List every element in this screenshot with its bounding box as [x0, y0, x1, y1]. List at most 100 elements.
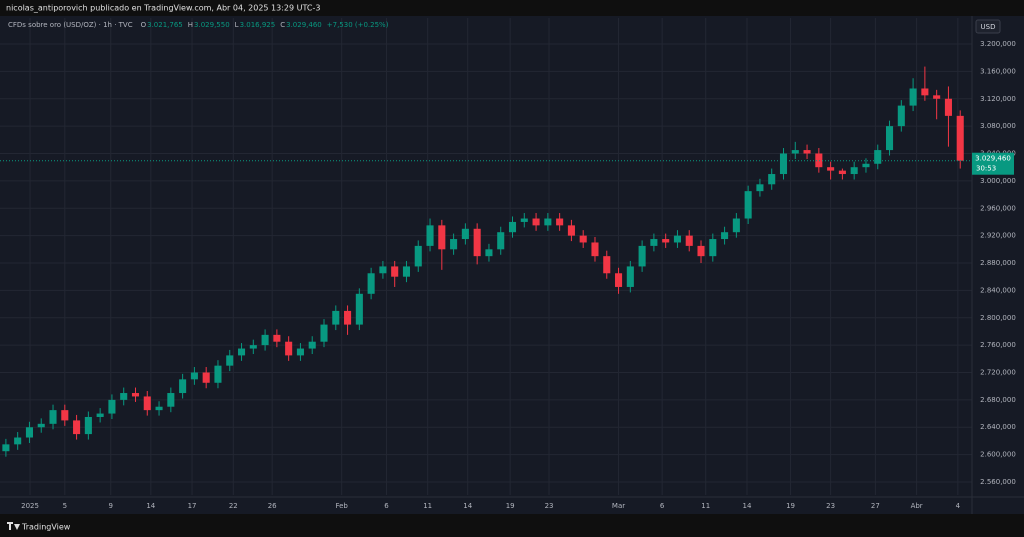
candle-body: [344, 310, 352, 325]
countdown: 30:53: [976, 165, 996, 173]
legend-value: 3.016,925: [240, 21, 276, 29]
y-tick-label: 2.840,000: [980, 286, 1016, 294]
x-tick-label: 19: [506, 502, 515, 510]
candle-body: [226, 355, 234, 366]
y-tick-label: 2.560,000: [980, 478, 1016, 486]
candle-body: [662, 239, 670, 243]
candle-body: [532, 218, 540, 226]
candle-body: [155, 406, 163, 411]
brand-logo: [7, 522, 20, 530]
candle-body: [355, 293, 363, 325]
legend-key: C: [280, 21, 285, 29]
x-tick-label: 11: [701, 502, 710, 510]
candle-body: [885, 126, 894, 151]
candle-body: [827, 167, 835, 171]
candle-body: [96, 413, 104, 417]
candle-body: [332, 310, 340, 325]
candle-body: [591, 242, 599, 257]
candle-body: [473, 228, 481, 257]
symbol-title: CFDs sobre oro (USD/OZ) · 1h · TVC: [8, 21, 133, 29]
candle-body: [237, 348, 246, 356]
candle-body: [603, 256, 611, 274]
chart-panel: [0, 16, 1024, 514]
candle-body: [367, 273, 375, 294]
candle-body: [402, 266, 411, 277]
candle-body: [49, 410, 57, 424]
candle-body: [508, 221, 517, 233]
candle-body: [721, 232, 729, 240]
y-tick-label: 3.200,000: [980, 40, 1016, 48]
candle-body: [697, 245, 705, 257]
candle-body: [815, 153, 823, 168]
candle-body: [461, 228, 469, 240]
candle-body: [120, 393, 128, 400]
candle-body: [803, 150, 811, 154]
y-tick-label: 2.880,000: [980, 259, 1016, 267]
ohlc-legend: O 3.021,765 H 3.029,550 L 3.016,925 C 3.029,460…: [141, 21, 389, 29]
candle-body: [944, 98, 952, 116]
y-tick-label: 2.600,000: [980, 451, 1016, 459]
candle-body: [626, 266, 634, 287]
footer-bar: [0, 514, 1024, 537]
candle-body: [108, 399, 116, 414]
candle-body: [544, 218, 552, 226]
candle-body: [897, 105, 905, 127]
currency-box: [975, 19, 1001, 34]
candle-body: [862, 163, 870, 168]
x-tick-label: 22: [229, 502, 238, 510]
y-tick-label: 3.080,000: [980, 122, 1016, 130]
y-tick-label: 3.000,000: [980, 177, 1016, 185]
legend-key: H: [188, 21, 193, 29]
candle-body: [61, 410, 69, 421]
currency: USD: [981, 23, 996, 31]
x-tick-label: 27: [871, 502, 880, 510]
candle-body: [84, 416, 92, 435]
candle-body: [956, 115, 964, 161]
x-tick-label: 4: [956, 502, 961, 510]
x-tick-label: 9: [109, 502, 113, 510]
legend-key: L: [235, 21, 239, 29]
x-tick-label: 11: [423, 502, 432, 510]
candle-body: [391, 266, 399, 277]
x-tick-label: 23: [826, 502, 835, 510]
candle-body: [2, 444, 10, 452]
candle-body: [838, 170, 846, 175]
x-tick-label: Feb: [335, 502, 348, 510]
candle-body: [732, 218, 740, 233]
candle-body: [414, 245, 422, 267]
candle-body: [308, 341, 316, 349]
legend-value: 3.029,550: [194, 21, 230, 29]
candle-body: [143, 396, 151, 411]
candle-body: [214, 365, 222, 383]
candle-body: [744, 191, 752, 219]
candle-body: [579, 235, 587, 243]
candle-body: [909, 88, 917, 106]
candle-body: [567, 225, 575, 236]
candle-body: [520, 218, 528, 222]
legend-value: 3.021,765: [147, 21, 183, 29]
candle-body: [874, 150, 882, 164]
candle-body: [261, 334, 269, 346]
candle-body: [638, 245, 646, 267]
candle-body: [438, 225, 446, 250]
x-tick-label: 2025: [21, 502, 39, 510]
last-price-label: 3.029,460: [975, 155, 1011, 163]
y-tick-label: 2.760,000: [980, 341, 1016, 349]
candle-body: [285, 341, 293, 356]
y-tick-label: 2.960,000: [980, 204, 1016, 212]
candle-body: [320, 324, 328, 342]
x-tick-label: 26: [268, 502, 277, 510]
y-tick-label: 2.680,000: [980, 396, 1016, 404]
x-tick-label: 14: [146, 502, 155, 510]
x-tick-label: 23: [545, 502, 554, 510]
candle-body: [190, 372, 198, 380]
candle-body: [779, 153, 788, 175]
y-tick-label: 2.920,000: [980, 232, 1016, 240]
candle-body: [556, 218, 564, 226]
candle-body: [14, 437, 22, 445]
candle-body: [131, 393, 140, 397]
y-tick-label: 2.800,000: [980, 314, 1016, 322]
candle-body: [296, 348, 304, 356]
